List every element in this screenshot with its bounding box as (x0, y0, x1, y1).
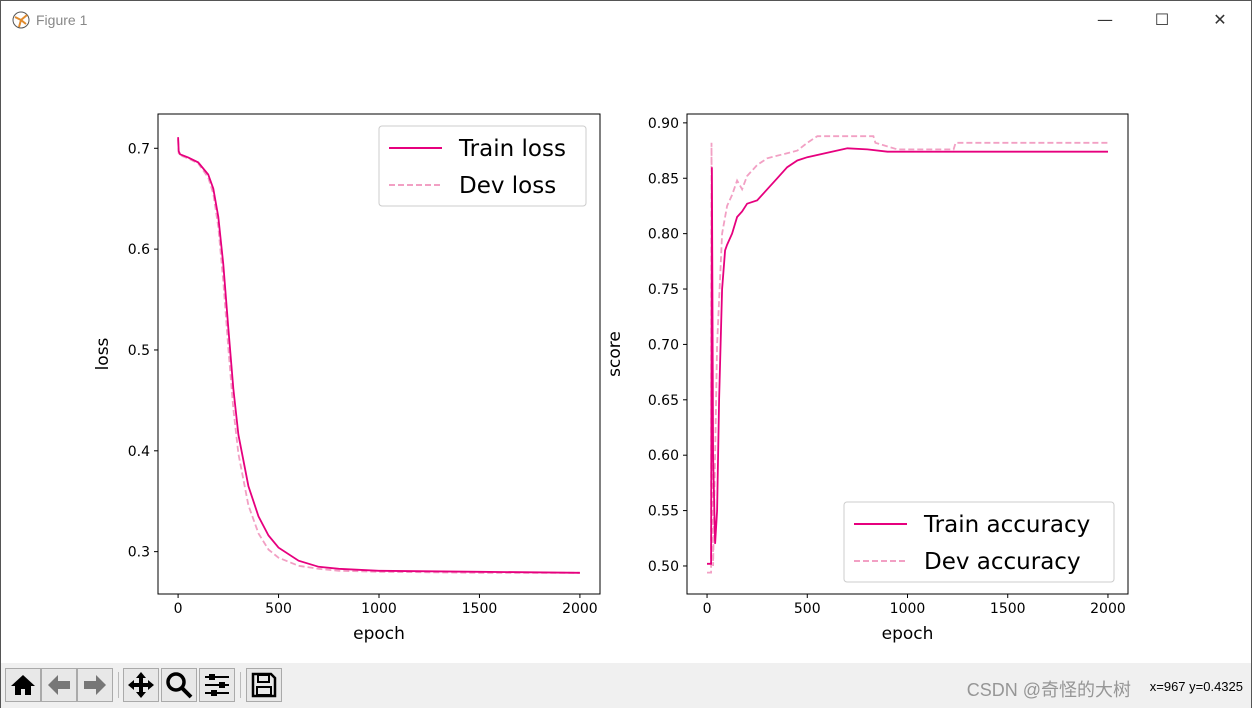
x-tick-label: 500 (794, 601, 821, 617)
maximize-button[interactable]: ☐ (1154, 10, 1170, 29)
configure-subplots-icon (205, 674, 229, 696)
y-tick-label: 0.75 (648, 282, 679, 298)
minimize-button[interactable]: — (1097, 10, 1113, 29)
legend-label: Train accuracy (923, 512, 1090, 538)
y-tick-label: 0.90 (648, 116, 679, 132)
x-tick-label: 1500 (462, 601, 498, 617)
y-tick-label: 0.3 (128, 545, 150, 561)
y-tick-label: 0.4 (128, 444, 150, 460)
pan-button[interactable] (123, 668, 159, 702)
x-tick-label: 2000 (1090, 601, 1126, 617)
save-icon (251, 672, 277, 698)
subplot-score: 0 500 1000 1500 2000 0.50 0.55 0.60 0.65 0.70 0.75… (605, 113, 1129, 644)
series-line-dev-accuracy (707, 135, 1108, 574)
legend: Train loss Dev loss (378, 125, 587, 207)
y-tick-label: 0.7 (128, 141, 150, 157)
y-axis-label: score (605, 331, 625, 377)
zoom-icon (166, 672, 193, 699)
series-line-train-loss (177, 137, 580, 574)
figure-canvas[interactable]: 0 500 1000 1500 2000 0.3 0.4 0.5 0.6 0.7 epoch loss… (1, 39, 1251, 663)
title-bar: Figure 1 — ☐ ✕ (1, 1, 1251, 39)
x-tick-label: 0 (174, 601, 183, 617)
legend: Train accuracy Dev accuracy (843, 501, 1115, 583)
save-button[interactable] (246, 668, 282, 702)
y-tick-label: 0.5 (128, 343, 150, 359)
subplot-loss: 0 500 1000 1500 2000 0.3 0.4 0.5 0.6 0.7 epoch loss… (93, 113, 601, 644)
x-tick-label: 1000 (361, 601, 397, 617)
zoom-button[interactable] (161, 668, 197, 702)
x-tick-label: 1000 (890, 601, 926, 617)
series-line-train-accuracy (707, 147, 1108, 565)
y-tick-label: 0.85 (648, 171, 679, 187)
y-tick-label: 0.70 (648, 337, 679, 353)
window-title: Figure 1 (36, 12, 88, 28)
forward-button[interactable] (77, 668, 113, 702)
configure-subplots-button[interactable] (199, 668, 235, 702)
back-icon (48, 675, 70, 695)
y-axis-label: loss (93, 337, 113, 370)
y-tick-label: 0.50 (648, 559, 679, 575)
watermark: CSDN @奇怪的大树 (966, 680, 1131, 700)
forward-icon (84, 675, 106, 695)
close-button[interactable]: ✕ (1213, 10, 1227, 29)
legend-label: Train loss (458, 136, 566, 162)
y-tick-label: 0.60 (648, 448, 679, 464)
x-tick-label: 2000 (562, 601, 598, 617)
x-tick-label: 1500 (990, 601, 1026, 617)
back-button[interactable] (41, 668, 77, 702)
pan-icon (128, 672, 154, 698)
x-axis-label: epoch (353, 624, 405, 644)
x-tick-label: 500 (265, 601, 292, 617)
y-tick-label: 0.65 (648, 393, 679, 409)
y-tick-label: 0.55 (648, 504, 679, 520)
y-tick-label: 0.6 (128, 242, 150, 258)
y-tick-label: 0.80 (648, 227, 679, 243)
matplotlib-logo-icon (12, 11, 30, 29)
navigation-toolbar: CSDN @奇怪的大树 x=967 y=0.4325 (1, 663, 1251, 708)
home-button[interactable] (5, 668, 41, 702)
cursor-coordinates: x=967 y=0.4325 (1149, 679, 1243, 694)
x-tick-label: 0 (703, 601, 712, 617)
x-axis-label: epoch (882, 624, 934, 644)
home-icon (11, 675, 35, 695)
legend-label: Dev accuracy (924, 549, 1081, 575)
legend-label: Dev loss (459, 173, 556, 199)
